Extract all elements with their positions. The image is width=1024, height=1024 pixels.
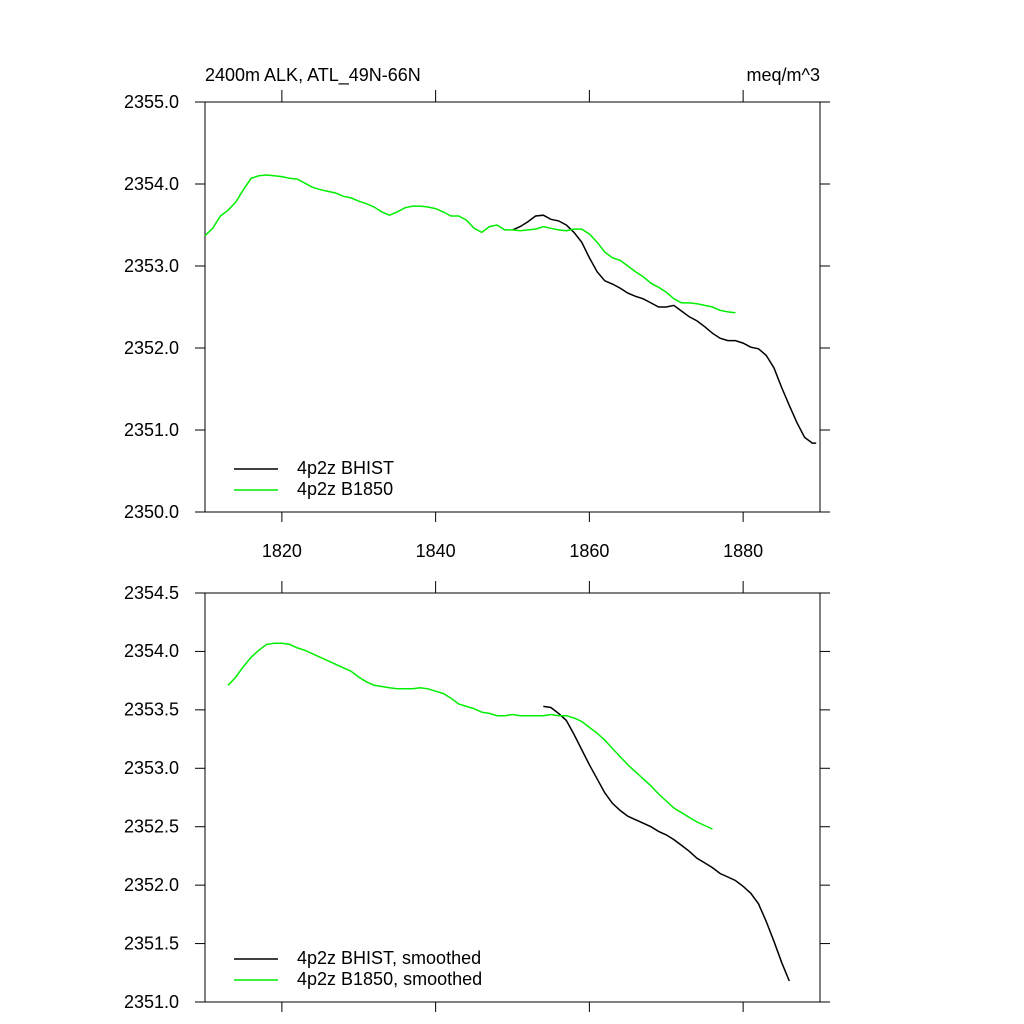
legend-label: 4p2z BHIST [297, 458, 394, 478]
x-tick-label: 1840 [416, 541, 456, 561]
x-tick-label: 1880 [723, 541, 763, 561]
legend-label: 4p2z BHIST, smoothed [297, 948, 481, 968]
x-tick-label: 1860 [569, 541, 609, 561]
y-tick-label: 2355.0 [124, 92, 179, 112]
legend-label: 4p2z B1850 [297, 479, 393, 499]
plot-frame [204, 592, 821, 1003]
y-tick-label: 2352.0 [124, 338, 179, 358]
x-tick-label: 1820 [262, 541, 302, 561]
y-tick-label: 2352.0 [124, 875, 179, 895]
data-line [543, 705, 790, 982]
y-tick-label: 2354.5 [124, 583, 179, 603]
y-tick-label: 2353.0 [124, 256, 179, 276]
chart-title: 2400m ALK, ATL_49N-66N [205, 65, 421, 86]
plot-frame [204, 101, 821, 513]
legend-label: 4p2z B1850, smoothed [297, 969, 482, 989]
y-tick-label: 2354.0 [124, 641, 179, 661]
y-tick-label: 2351.0 [124, 420, 179, 440]
y-tick-label: 2351.5 [124, 933, 179, 953]
y-tick-label: 2353.5 [124, 700, 179, 720]
units-label: meq/m^3 [747, 65, 820, 85]
y-tick-label: 2352.5 [124, 816, 179, 836]
y-tick-label: 2353.0 [124, 758, 179, 778]
y-tick-label: 2354.0 [124, 174, 179, 194]
y-tick-label: 2351.0 [124, 992, 179, 1012]
data-line [204, 174, 736, 314]
data-line [227, 642, 713, 830]
data-line [512, 214, 817, 444]
y-tick-label: 2350.0 [124, 502, 179, 522]
